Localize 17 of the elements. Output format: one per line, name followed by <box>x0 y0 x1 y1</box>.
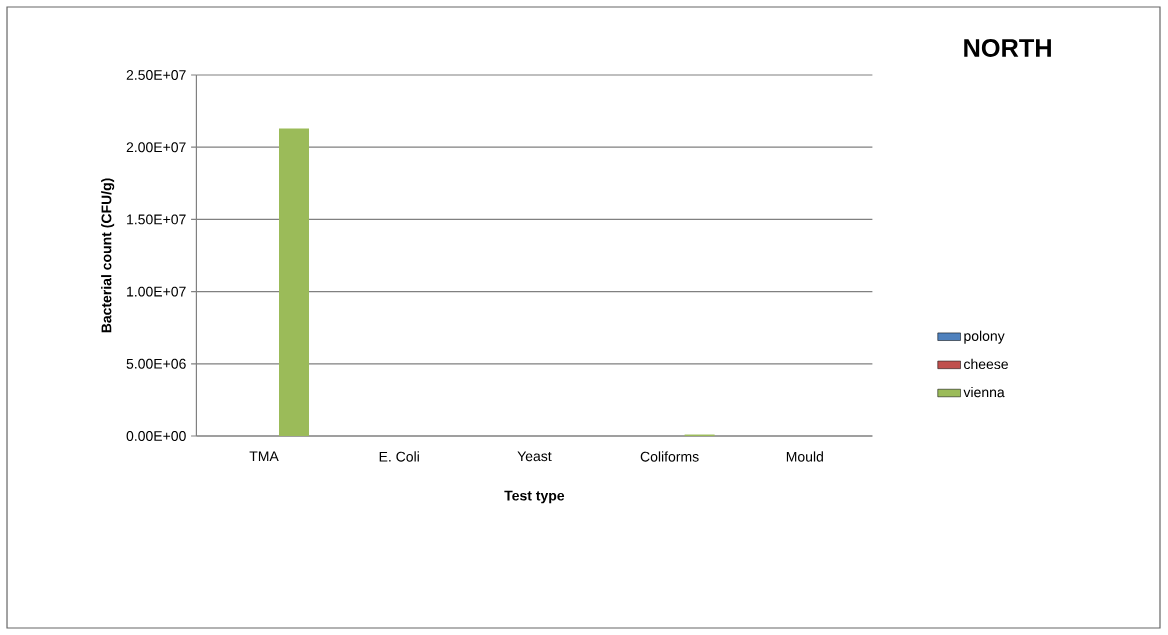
x-axis-title: Test type <box>504 490 565 504</box>
x-tick-label: Yeast <box>517 451 552 462</box>
x-tick-label: Mould <box>786 451 823 462</box>
y-tick-label: 2.50E+07 <box>126 70 186 80</box>
y-axis-title: Bacterial count (CFU/g) <box>101 178 115 333</box>
x-tick-label: Coliforms <box>640 451 699 462</box>
x-tick-label: E. Coli <box>379 451 419 462</box>
y-tick-label: 5.00E+06 <box>126 358 186 369</box>
legend-label: cheese <box>964 358 1008 370</box>
y-tick-label: 1.50E+07 <box>127 214 186 225</box>
legend-label: polony <box>964 330 1005 344</box>
text: NORTH <box>964 39 1051 57</box>
x-tick-label: TMA <box>249 451 279 461</box>
y-tick-label: 1.00E+07 <box>127 286 186 297</box>
legend-label: vienna <box>963 386 1005 398</box>
y-tick-label: 0.00E+00 <box>126 431 186 441</box>
y-tick-label: 2.00E+07 <box>126 142 186 153</box>
